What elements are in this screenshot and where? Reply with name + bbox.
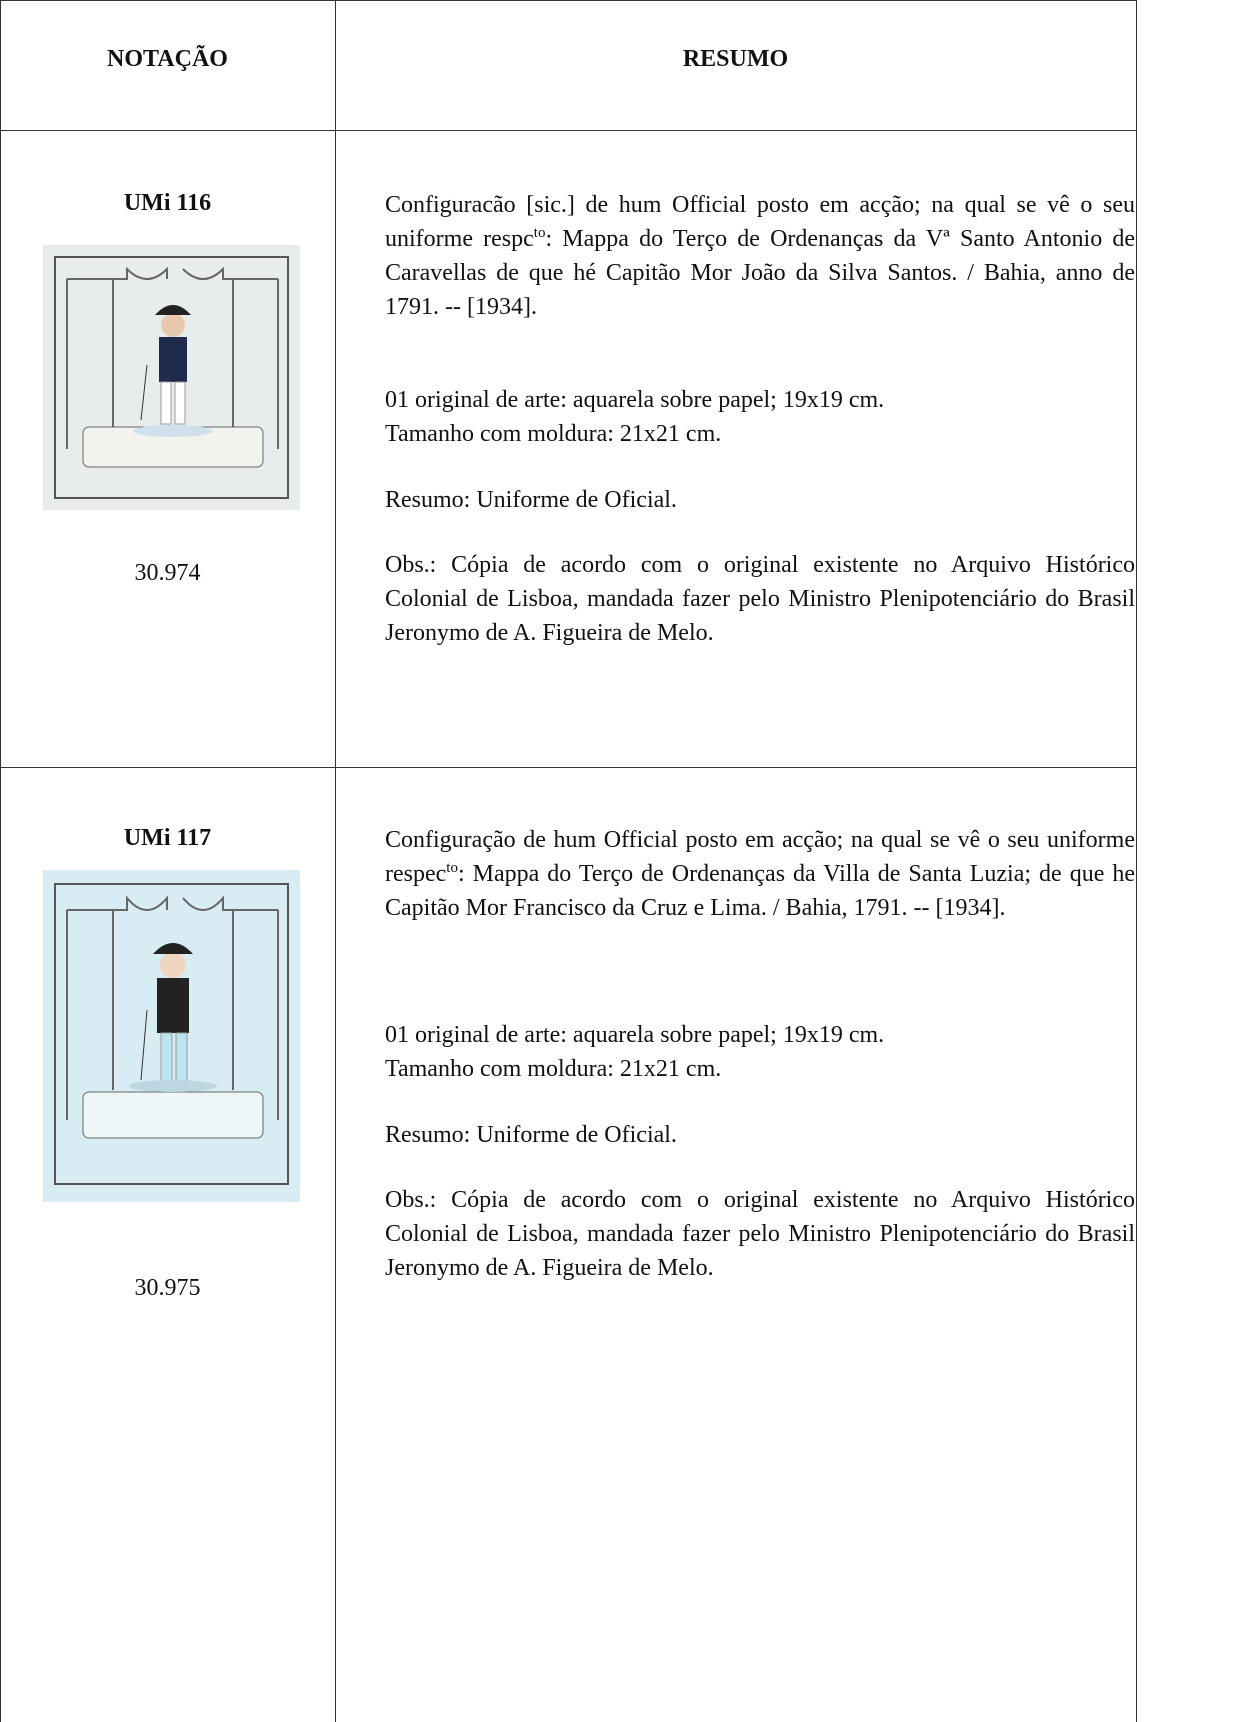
artwork-image: [43, 245, 300, 510]
superscript: to: [446, 860, 458, 876]
column-header: RESUMO: [682, 46, 789, 72]
title-description: Configuracão [sic.] de hum Official post…: [385, 188, 1135, 324]
title-text: : Mappa do Terço de Ordenanças da Vª San…: [385, 226, 1136, 320]
notation-code: UMi 117: [123, 825, 212, 851]
artwork-image: [43, 870, 300, 1202]
registry-number: 30.974: [134, 560, 201, 586]
text-line: Tamanho com moldura: 21x21 cm.: [385, 1056, 722, 1082]
border: [0, 0, 1137, 1]
physical-description: 01 original de arte: aquarela sobre pape…: [385, 1018, 1135, 1086]
text-line: 01 original de arte: aquarela sobre pape…: [385, 387, 885, 413]
physical-description: 01 original de arte: aquarela sobre pape…: [385, 383, 1135, 451]
notation-code: UMi 116: [123, 190, 212, 216]
title-text: Configuracão [sic.] de hum Official post…: [385, 192, 1135, 252]
summary: Resumo: Uniforme de Oficial.: [385, 1122, 677, 1148]
text-line: Tamanho com moldura: 21x21 cm.: [385, 421, 722, 447]
border: [0, 767, 1137, 768]
superscript: to: [533, 225, 546, 241]
observation: Obs.: Cópia de acordo com o original exi…: [385, 552, 1135, 646]
column-header: NOTAÇÃO: [107, 46, 228, 72]
title-text: : Mappa do Terço de Ordenanças da Villa …: [385, 861, 1135, 921]
summary: Resumo: Uniforme de Oficial.: [385, 487, 677, 513]
title-description: Configuração de hum Official posto em ac…: [385, 823, 1135, 925]
border: [0, 130, 1137, 131]
registry-number: 30.975: [134, 1275, 201, 1301]
text-line: 01 original de arte: aquarela sobre pape…: [385, 1022, 885, 1048]
border: [1136, 0, 1137, 1722]
title-text: Configuração de hum Official posto em ac…: [385, 827, 1135, 887]
observation: Obs.: Cópia de acordo com o original exi…: [385, 1187, 1135, 1281]
border: [335, 0, 336, 1722]
border: [0, 0, 1, 1722]
